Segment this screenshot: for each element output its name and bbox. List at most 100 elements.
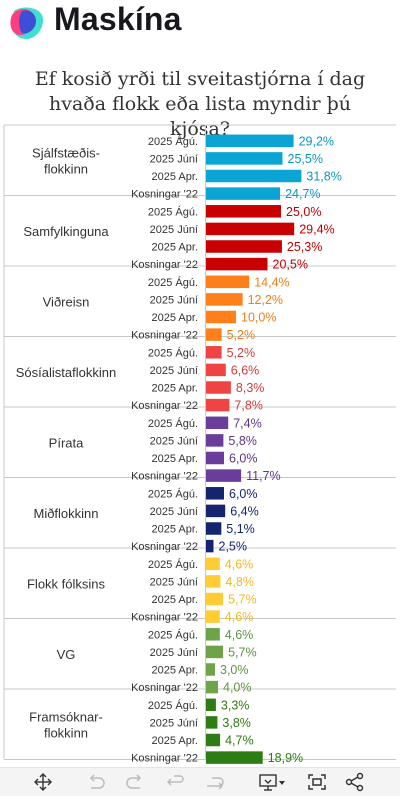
bar [206,416,229,430]
bar [206,645,224,659]
fullscreen-icon[interactable] [306,772,328,792]
brand-name: Maskína [54,1,182,37]
bar [206,487,224,500]
category-label: 2025 Apr. [152,312,199,324]
category-label: Kosningar '22 [131,682,198,694]
bar [206,398,230,412]
category-label: 2025 Ágú. [148,558,198,571]
category-label: 2025 Júní [150,224,198,236]
category-label: Kosningar '22 [131,189,198,201]
group-label: Pírata [49,435,84,450]
bar [206,733,221,747]
data-label: 5,7% [228,593,257,607]
bar [206,592,224,606]
data-label: 4,7% [225,734,254,748]
bar [206,680,218,694]
data-label: 20,5% [273,258,308,272]
category-label: 2025 Apr. [152,594,199,606]
category-label: Kosningar '22 [131,541,198,553]
category-label: 2025 Ágú. [148,417,198,430]
bar [206,434,224,447]
data-label: 12,2% [248,293,283,307]
network-icon[interactable] [344,772,366,792]
group-label: flokkinn [44,161,88,176]
bar [206,469,242,482]
reset-icon[interactable] [164,772,186,792]
data-label: 4,6% [225,610,254,624]
bar [206,557,220,571]
category-label: 2025 Júní [150,153,198,165]
bar-chart: Sjálfstæðis-flokkinn 2025 Ágú. 29,2% 2025 J… [3,124,396,765]
category-label: 2025 Júní [150,365,198,377]
group-label: Framsóknar- [29,709,103,724]
data-label: 2,5% [219,540,248,554]
bar [206,751,263,764]
chart-title: Ef kosið yrði til sveitastjórna í dag hv… [34,68,366,140]
header: Maskína [0,0,400,60]
bar [206,504,226,518]
category-label: 2025 Ágú. [148,487,198,500]
data-label: 29,2% [299,134,334,148]
category-label: Kosningar '22 [131,400,198,412]
data-label: 5,2% [227,346,256,360]
data-label: 25,3% [287,240,322,254]
data-label: 4,0% [223,681,252,695]
share-icon[interactable] [204,772,226,792]
bar [206,663,215,676]
bar [206,610,220,623]
category-label: 2025 Júní [150,647,198,659]
category-label: 2025 Apr. [152,453,199,465]
data-label: 4,6% [225,628,254,642]
bar [206,240,282,253]
bar [206,346,222,359]
category-label: 2025 Ágú. [148,628,198,641]
group-label: VG [57,647,76,662]
bar [206,716,218,729]
category-label: 2025 Ágú. [148,205,198,218]
bar [206,310,236,324]
bar [206,575,221,588]
undo-icon[interactable] [85,772,107,792]
data-label: 6,4% [230,504,259,518]
bar [206,275,250,289]
category-label: 2025 Apr. [152,171,199,183]
bar [206,628,220,641]
data-label: 18,9% [268,751,303,765]
data-label: 10,0% [241,311,276,325]
category-label: 2025 Ágú. [148,135,198,148]
data-label: 5,1% [226,522,255,536]
move-icon[interactable] [32,772,54,792]
category-label: Kosningar '22 [131,753,198,765]
bar [206,187,281,200]
bar [206,522,222,535]
data-label: 11,7% [246,469,281,483]
data-label: 3,0% [220,663,249,677]
category-label: 2025 Ágú. [148,276,198,289]
group-label: Sósíalistaflokkinn [16,365,116,380]
category-label: 2025 Apr. [152,735,199,747]
group-label: Flokk fólksins [27,576,106,591]
data-label: 25,0% [286,205,321,219]
data-label: 6,0% [229,487,258,501]
bar [206,222,295,236]
bar [206,451,224,465]
data-label: 25,5% [288,152,323,166]
bar [206,381,231,394]
category-label: Kosningar '22 [131,330,198,342]
data-label: 6,6% [231,363,259,377]
redo-icon[interactable] [124,772,146,792]
chart-toolbar [0,767,400,796]
data-label: 8,3% [236,381,265,395]
category-label: 2025 Apr. [152,524,199,536]
download-icon[interactable] [258,772,288,792]
data-label: 29,4% [299,222,334,236]
data-label: 4,8% [225,575,254,589]
group-label: Viðreisn [43,294,90,309]
bar [206,363,226,377]
category-label: 2025 Ágú. [148,699,198,712]
bar [206,293,243,306]
data-label: 31,8% [306,170,341,184]
category-label: 2025 Apr. [152,242,199,254]
group-label: Samfylkinguna [23,224,109,239]
category-label: 2025 Júní [150,717,198,729]
